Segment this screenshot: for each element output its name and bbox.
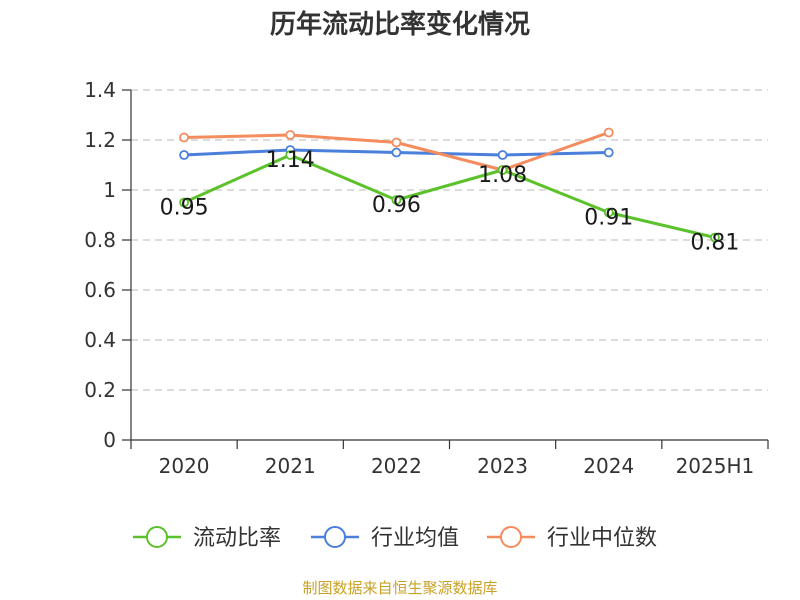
legend-marker-circle (324, 526, 346, 548)
series-line-0 (183, 153, 716, 239)
y-tick-label: 0.2 (84, 378, 116, 402)
x-tick-label: 2020 (159, 454, 210, 478)
data-label: 0.96 (372, 193, 421, 218)
y-tick-label: 1.4 (84, 78, 116, 102)
series-lines (179, 127, 720, 243)
data-label: 0.95 (160, 196, 209, 221)
legend-marker-circle (146, 526, 168, 548)
legend: 流动比率 行业均值 行业中位数 (133, 526, 657, 551)
data-labels: 0.95 1.14 0.96 1.08 0.91 0.81 (160, 148, 740, 256)
data-point (391, 147, 402, 158)
legend-label: 行业中位数 (547, 526, 657, 551)
chart-title: 历年流动比率变化情况 (269, 10, 530, 40)
y-tick-label: 0.4 (84, 328, 116, 352)
data-label: 0.81 (690, 231, 739, 256)
legend-label: 流动比率 (193, 526, 281, 551)
source-note: 制图数据来自恒生聚源数据库 (302, 579, 498, 597)
data-point (603, 127, 614, 138)
x-tick-label: 2023 (477, 454, 528, 478)
y-tick-label: 0 (103, 428, 116, 452)
data-label: 1.14 (266, 148, 315, 173)
data-point (497, 165, 508, 175)
x-tick-label: 2021 (265, 454, 316, 478)
data-label: 1.08 (478, 163, 527, 188)
data-point (285, 150, 296, 160)
y-tick-label: 0.8 (84, 228, 116, 252)
data-point (603, 207, 614, 218)
data-point (179, 132, 189, 143)
x-tick-label: 2022 (371, 454, 422, 478)
data-point (391, 195, 402, 205)
legend-label: 行业均值 (371, 526, 459, 551)
data-point (179, 150, 189, 160)
x-tick-label: 2024 (583, 454, 634, 478)
data-point (285, 130, 296, 140)
y-tick-label: 0.6 (84, 278, 116, 302)
grid-lines (131, 89, 768, 391)
y-tick-label: 1.2 (84, 128, 116, 152)
x-tick-label: 2025H1 (676, 454, 755, 478)
y-tick-label: 1 (103, 178, 116, 202)
data-point (391, 137, 402, 148)
data-point (179, 197, 189, 208)
legend-marker-circle (500, 526, 522, 548)
data-point (497, 150, 508, 160)
data-point (603, 147, 614, 158)
data-point (710, 232, 720, 243)
data-label: 0.91 (584, 206, 633, 231)
